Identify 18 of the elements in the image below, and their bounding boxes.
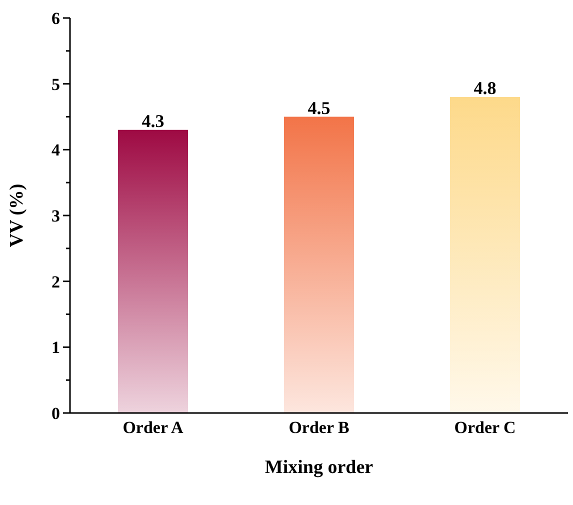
- data-label: 4.8: [474, 78, 496, 98]
- y-tick-label: 5: [52, 74, 60, 94]
- x-axis-title: Mixing order: [264, 457, 374, 478]
- y-tick-label: 4: [52, 140, 60, 160]
- y-tick-label: 2: [52, 272, 60, 292]
- x-tick-label: Order C: [454, 418, 516, 438]
- x-tick-label: Order A: [122, 418, 184, 438]
- y-tick-label: 0: [52, 404, 60, 423]
- y-axis-title: VV (%): [6, 184, 28, 248]
- x-tick-label: Order B: [288, 418, 350, 438]
- y-tick-label: 3: [52, 206, 60, 226]
- data-label: 4.5: [308, 98, 330, 118]
- data-label: 4.3: [142, 110, 164, 131]
- y-tick-label: 6: [52, 9, 60, 28]
- bar: [118, 130, 188, 413]
- y-tick-label: 1: [52, 338, 60, 358]
- bar: [450, 97, 520, 413]
- bar: [284, 116, 354, 413]
